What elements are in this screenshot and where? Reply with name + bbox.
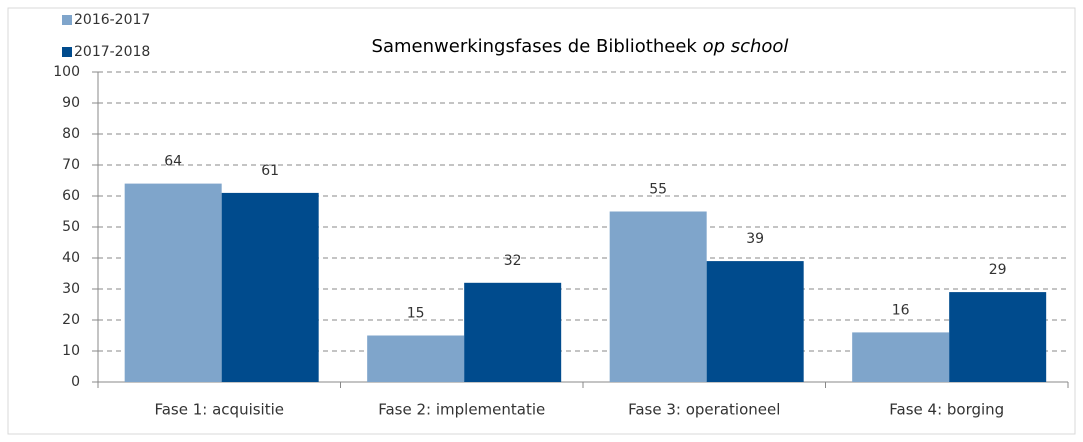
y-tick-label: 60 [62, 188, 80, 204]
value-label: 32 [504, 253, 522, 269]
legend-swatch [62, 47, 72, 57]
bar [464, 282, 562, 382]
bar [609, 211, 707, 382]
y-tick-label: 30 [62, 281, 80, 297]
y-tick-label: 10 [62, 343, 80, 359]
y-tick-label: 90 [62, 95, 80, 111]
bar [221, 192, 319, 382]
y-tick-label: 50 [62, 219, 80, 235]
title-emphasis: op school [703, 36, 789, 57]
bar [706, 261, 804, 382]
legend-label: 2017-2018 [74, 44, 150, 60]
value-label: 15 [407, 306, 425, 322]
value-label: 16 [892, 302, 910, 318]
value-label: 55 [649, 182, 667, 198]
bar [949, 292, 1047, 382]
title-main: Samenwerkingsfases de Bibliotheek [372, 36, 698, 57]
y-tick-label: 0 [71, 374, 80, 390]
y-tick-label: 70 [62, 157, 80, 173]
chart-title: Samenwerkingsfases de Bibliotheek op sch… [372, 36, 789, 57]
x-tick-label: Fase 1: acquisitie [154, 401, 284, 419]
value-label: 61 [261, 163, 279, 179]
y-tick-label: 80 [62, 126, 80, 142]
value-label: 29 [989, 262, 1007, 278]
value-label: 64 [164, 154, 182, 170]
bar [852, 332, 950, 382]
legend-swatch [62, 15, 72, 25]
bar [367, 335, 465, 382]
legend-label: 2016-2017 [74, 12, 150, 28]
x-tick-label: Fase 4: borging [889, 401, 1004, 419]
bar [124, 183, 222, 382]
value-label: 39 [746, 231, 764, 247]
y-tick-label: 40 [62, 250, 80, 266]
y-tick-label: 100 [53, 64, 80, 80]
x-tick-label: Fase 2: implementatie [378, 401, 545, 419]
y-tick-label: 20 [62, 312, 80, 328]
x-tick-label: Fase 3: operationeel [628, 401, 780, 419]
